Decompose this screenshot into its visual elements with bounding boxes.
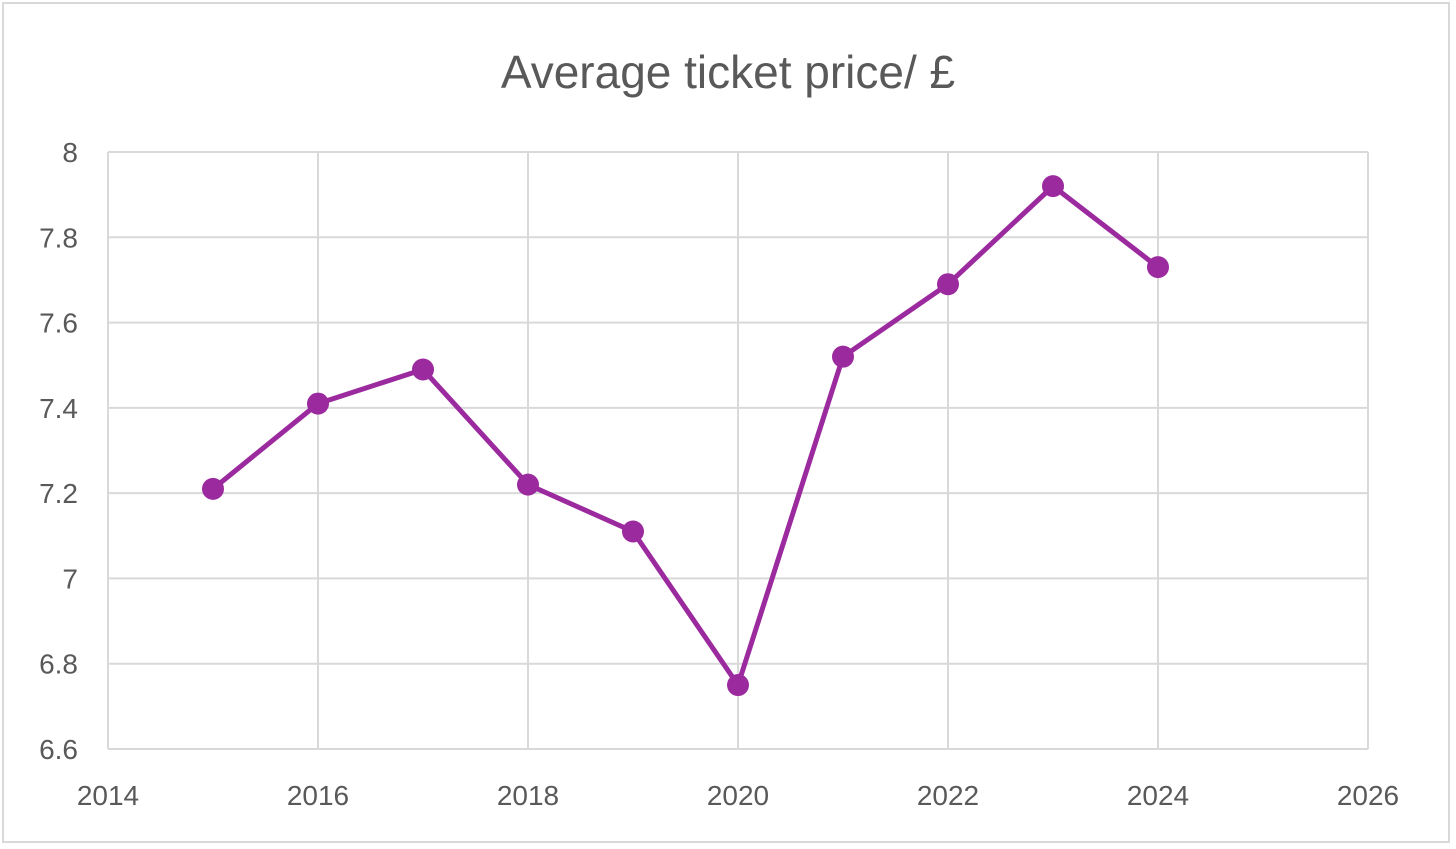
x-tick-label: 2026 — [1337, 780, 1399, 811]
x-tick-label: 2020 — [707, 780, 769, 811]
axes — [107, 152, 1368, 750]
y-tick-label: 8 — [62, 137, 78, 168]
grid-lines — [108, 151, 1369, 749]
data-point — [1042, 175, 1064, 198]
x-axis-ticks: 2014 2016 2018 2020 2022 2024 2026 — [77, 780, 1399, 811]
y-tick-label: 6.6 — [39, 734, 78, 765]
data-point — [517, 473, 539, 496]
x-tick-label: 2018 — [497, 780, 559, 811]
y-axis-ticks: 6.6 6.8 7 7.2 7.4 7.6 7.8 8 — [39, 137, 78, 765]
data-point — [622, 520, 644, 543]
data-point — [1147, 256, 1169, 279]
data-point — [727, 674, 749, 697]
chart-title: Average ticket price/ £ — [501, 46, 955, 98]
x-tick-label: 2024 — [1127, 780, 1189, 811]
y-tick-label: 7.2 — [39, 478, 78, 509]
x-tick-label: 2014 — [77, 780, 139, 811]
y-tick-label: 7.6 — [39, 308, 78, 339]
x-tick-label: 2022 — [917, 780, 979, 811]
y-tick-label: 7.4 — [39, 393, 78, 424]
y-tick-label: 7 — [62, 563, 78, 594]
y-tick-label: 6.8 — [39, 649, 78, 680]
x-tick-label: 2016 — [287, 780, 349, 811]
data-point — [307, 392, 329, 415]
data-point — [202, 477, 224, 500]
data-point — [937, 273, 959, 296]
y-tick-label: 7.8 — [39, 222, 78, 253]
data-point — [412, 358, 434, 381]
series-price — [202, 175, 1169, 697]
chart-svg: Average ticket price/ £ 6.6 6.8 7 7.2 7.4 7.6… — [39, 46, 1399, 811]
data-point — [832, 345, 854, 368]
series-line — [211, 183, 1160, 688]
